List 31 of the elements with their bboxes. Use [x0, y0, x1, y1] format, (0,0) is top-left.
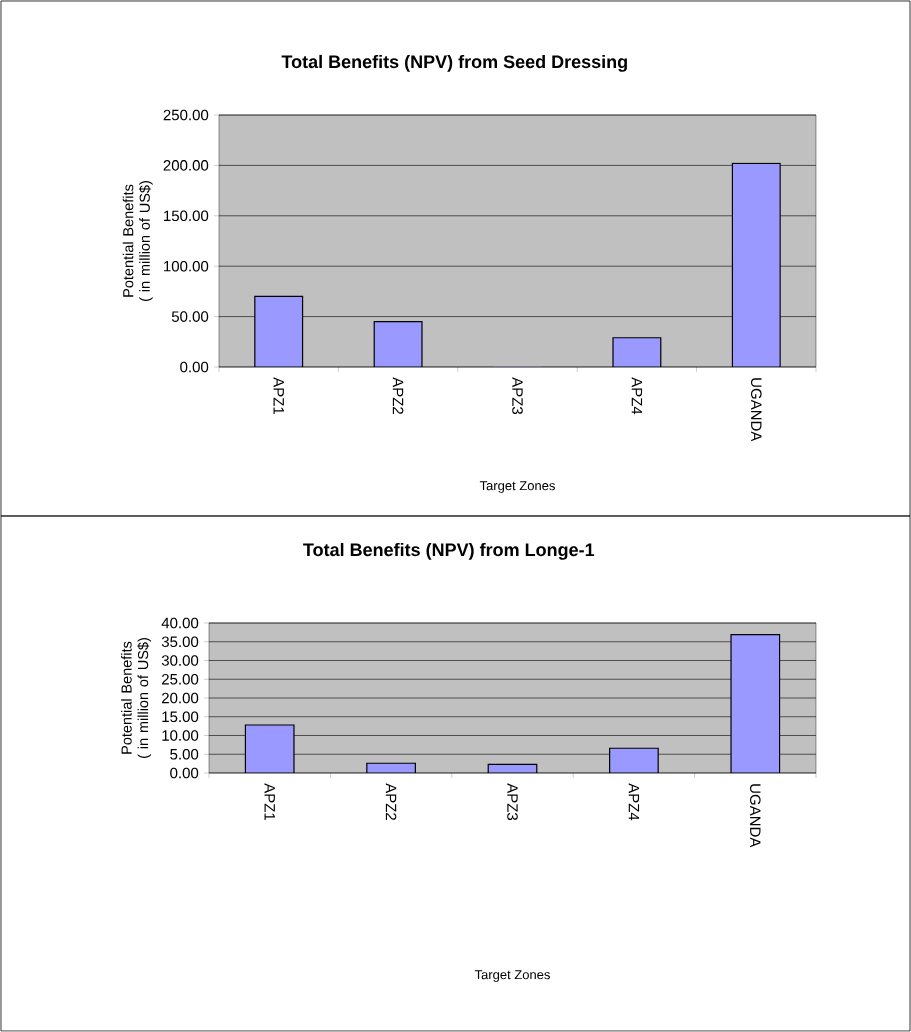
y-tick-label: 250.00 — [163, 109, 209, 121]
x-tick-label: APZ1 — [264, 783, 275, 820]
x-tick-label: APZ3 — [512, 377, 523, 415]
x-tick-label: APZ2 — [385, 783, 397, 820]
y-tick-label: 10.00 — [162, 730, 199, 741]
x-tick-label: APZ2 — [392, 377, 404, 414]
y-tick-label: 30.00 — [161, 655, 199, 666]
y-tick-label: 0.00 — [180, 361, 209, 373]
y-tick-label: 100.00 — [164, 260, 209, 272]
y-tick-label: 200.00 — [163, 160, 209, 171]
chart-title: Total Benefits (NPV) from Seed Dressing — [281, 54, 627, 72]
x-tick-label: APZ3 — [507, 783, 518, 821]
y-tick-label: 20.00 — [162, 692, 199, 704]
y-tick-label: 35.00 — [161, 636, 199, 648]
x-axis-title: Target Zones — [479, 481, 555, 493]
x-tick-label: UGANDA — [750, 784, 761, 848]
x-tick-label: UGANDA — [750, 378, 762, 442]
y-tick-label: 40.00 — [161, 617, 199, 629]
y-axis-title: Potential Benefits ( in million of US$) — [121, 638, 152, 758]
x-tick-label: APZ4 — [628, 783, 640, 821]
chart-title: Total Benefits (NPV) from Longe-1 — [303, 542, 595, 560]
x-tick-label: APZ4 — [631, 377, 643, 415]
y-tick-label: 150.00 — [164, 210, 209, 222]
y-tick-label: 25.00 — [162, 673, 199, 685]
x-tick-label: APZ1 — [273, 377, 284, 414]
x-axis-title: Target Zones — [474, 970, 550, 982]
y-tick-label: 0.00 — [170, 767, 199, 779]
y-axis-title: Potential Benefits ( in million of US$) — [122, 181, 153, 301]
y-tick-label: 15.00 — [162, 711, 199, 723]
y-tick-label: 5.00 — [170, 748, 199, 760]
y-tick-label: 50.00 — [171, 311, 209, 322]
